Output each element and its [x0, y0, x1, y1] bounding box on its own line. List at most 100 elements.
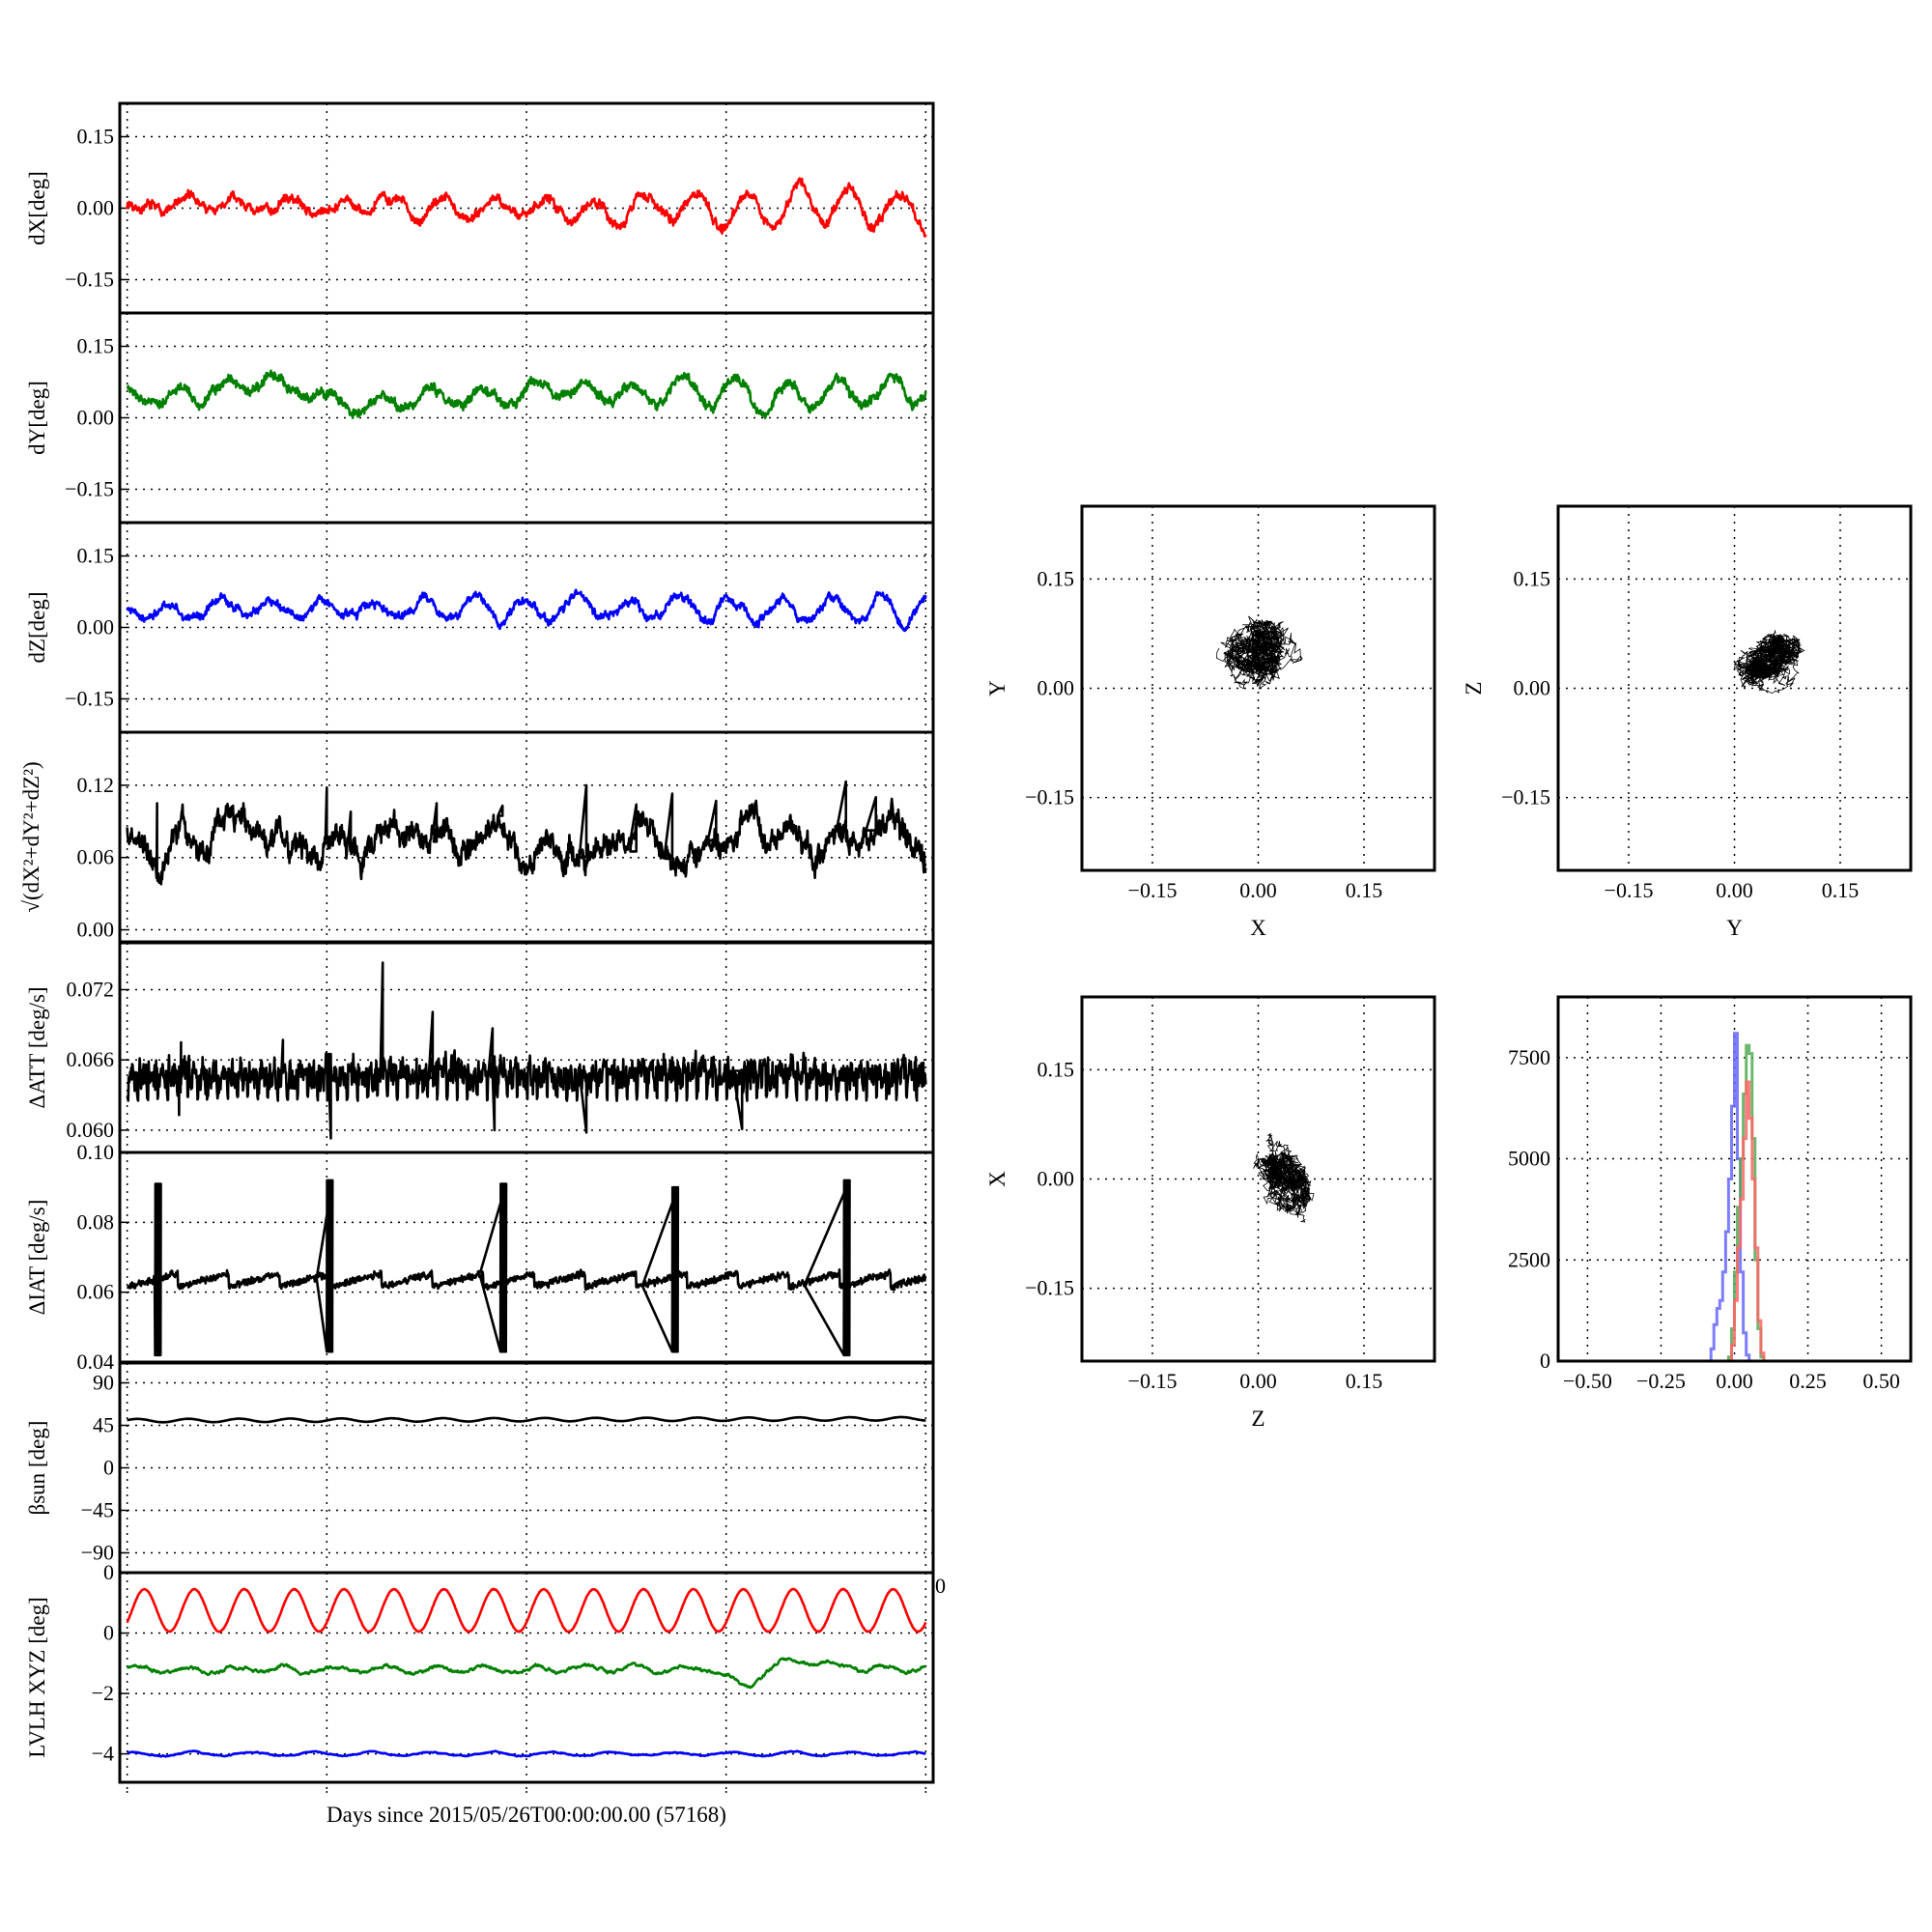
- panel-dZ: 0.15 0.00 −0.15 dZ[deg]: [25, 521, 935, 734]
- x-tick-label: 0.15: [1346, 878, 1383, 902]
- y-tick-label: 0.072: [67, 977, 115, 1001]
- y-axis-label: X: [985, 1171, 1009, 1187]
- y-axis-label: dZ[deg]: [25, 591, 49, 663]
- x-axis-label: Y: [1726, 916, 1743, 940]
- y-axis-label: βsun [deg]: [25, 1421, 49, 1516]
- y-tick-label: 0.15: [77, 544, 115, 568]
- y-tick-label: −0.15: [1025, 785, 1074, 810]
- y-tick-label: 0.08: [77, 1209, 115, 1234]
- x-axis-label: X: [1250, 916, 1266, 940]
- y-tick-label: 0.04: [77, 1350, 115, 1374]
- x-tick-label: −0.50: [1563, 1369, 1612, 1393]
- x-tick-label: −0.15: [1128, 1369, 1178, 1393]
- time-axis-label: Days since 2015/05/26T00:00:00.00 (57168…: [327, 1803, 726, 1827]
- panel-zx: −0.15 0.00 0.15 −0.15 0.00 0.15 Z X: [985, 995, 1436, 1431]
- y-tick-label: 0.10: [77, 1140, 115, 1164]
- y-axis-label: LVLH XYZ [deg]: [25, 1597, 49, 1758]
- y-axis-label: Z: [1462, 681, 1486, 695]
- panel-frame: [1556, 995, 1913, 1363]
- y-tick-label: 0: [103, 1560, 114, 1584]
- x-tick-label: 0.00: [1716, 1369, 1753, 1393]
- series-beta_sun: [126, 1415, 927, 1424]
- series-lvlh-y: [126, 1657, 927, 1690]
- panel-frame: [1080, 504, 1436, 872]
- y-tick-label: 0.12: [77, 773, 115, 797]
- panel-dY: 0.15 0.00 −0.15 dY[deg]: [25, 311, 935, 525]
- x-tick-label: 0.00: [1716, 878, 1753, 902]
- panel-beta: 90 45 0 −45 −90 βsun [deg]: [25, 1361, 935, 1575]
- y-tick-label: 0.06: [77, 1280, 115, 1304]
- y-tick-label: 90: [93, 1371, 114, 1395]
- x-tick-label: −0.15: [1128, 878, 1178, 902]
- series-lvlh-z: [126, 1749, 927, 1758]
- x-tick-label: 0.25: [1789, 1369, 1827, 1393]
- series-norm: [126, 780, 927, 886]
- y-tick-label: 0: [103, 1456, 114, 1480]
- y-tick-label: 0.15: [77, 334, 115, 358]
- y-axis-label: √(dX²+dY²+dZ²): [19, 761, 43, 912]
- y-axis-label: dY[deg]: [25, 381, 49, 455]
- panel-frame: [118, 1571, 935, 1784]
- y-axis-label: dX[deg]: [25, 171, 49, 245]
- y-tick-label: −45: [81, 1497, 114, 1521]
- y-tick-label: 0.066: [67, 1047, 115, 1071]
- y-tick-label: −0.15: [65, 686, 114, 710]
- x-tick-label: 0.15: [1346, 1369, 1383, 1393]
- panel-xy: −0.15 0.00 0.15 −0.15 0.00 0.15 X Y: [985, 504, 1436, 940]
- series-datt: [126, 961, 927, 1140]
- x-tick-label: 0.50: [1862, 1369, 1900, 1393]
- y-tick-label: 0.15: [1514, 566, 1551, 590]
- x-axis-label: Z: [1251, 1406, 1264, 1431]
- x-tick-label: 0.15: [1822, 878, 1860, 902]
- panel-att: 0.072 0.066 0.060 ΔATT [deg/s]: [25, 941, 935, 1154]
- panel-frame: [1556, 504, 1913, 872]
- y-tick-label: 0.15: [77, 125, 115, 149]
- scatter-trace: [1216, 615, 1303, 690]
- y-tick-label: 0.06: [77, 845, 115, 869]
- y-tick-label: 0.00: [1037, 676, 1075, 700]
- y-tick-label: 0.00: [77, 918, 115, 942]
- y-tick-label: 5000: [1508, 1147, 1550, 1171]
- panel-yz: −0.15 0.00 0.15 −0.15 0.00 0.15 Y Z: [1462, 504, 1913, 940]
- y-axis-label: Y: [985, 680, 1009, 696]
- y-tick-label: −0.15: [1501, 785, 1550, 810]
- y-tick-label: 0: [1540, 1349, 1550, 1373]
- y-tick-label: −0.15: [65, 267, 114, 291]
- series-diat: [126, 1179, 927, 1357]
- y-tick-label: 0.00: [77, 406, 115, 430]
- y-tick-label: 7500: [1508, 1045, 1550, 1069]
- x-tick-label: −0.25: [1636, 1369, 1686, 1393]
- panel-norm: 0.12 0.06 0.00 √(dX²+dY²+dZ²): [19, 730, 935, 944]
- y-tick-label: 0.00: [1037, 1167, 1075, 1191]
- series-dx: [126, 177, 927, 238]
- y-axis-label: ΔIAT [deg/s]: [25, 1200, 49, 1316]
- panel-frame: [1080, 995, 1436, 1363]
- y-tick-label: 45: [93, 1413, 114, 1437]
- y-tick-label: 0.15: [1037, 1057, 1075, 1081]
- scatter-trace: [1253, 1133, 1315, 1223]
- x-tick-label: −0.15: [1605, 878, 1654, 902]
- series-dy: [126, 369, 927, 419]
- panel-dX: 0.15 0.00 −0.15 dX[deg]: [25, 101, 935, 315]
- axis-offset-label: 0: [935, 1574, 946, 1598]
- y-tick-label: 0.00: [1514, 676, 1551, 700]
- y-tick-label: −0.15: [65, 476, 114, 500]
- panel-hist: −0.50 −0.25 0.00 0.25 0.50 0 2500 5000 7500: [1508, 995, 1913, 1393]
- x-tick-label: 0.00: [1239, 878, 1277, 902]
- y-tick-label: 0.15: [1037, 566, 1075, 590]
- scatter-trace: [1733, 629, 1805, 695]
- y-tick-label: 0: [103, 1621, 114, 1645]
- y-tick-label: −90: [81, 1540, 114, 1564]
- y-tick-label: −4: [92, 1742, 114, 1766]
- y-tick-label: −0.15: [1025, 1276, 1074, 1300]
- series-dz: [126, 588, 927, 633]
- panel-lvlh: 0 0 −2 −4 LVLH XYZ [deg]: [25, 1560, 935, 1784]
- y-tick-label: 0.060: [67, 1118, 115, 1142]
- y-tick-label: −2: [92, 1681, 114, 1705]
- y-axis-label: ΔATT [deg/s]: [25, 986, 49, 1108]
- panel-iat: 0.10 0.08 0.06 0.04 ΔIAT [deg/s]: [25, 1140, 935, 1374]
- series-lvlh-x: [126, 1587, 927, 1634]
- y-tick-label: 2500: [1508, 1247, 1550, 1271]
- x-tick-label: 0.00: [1239, 1369, 1277, 1393]
